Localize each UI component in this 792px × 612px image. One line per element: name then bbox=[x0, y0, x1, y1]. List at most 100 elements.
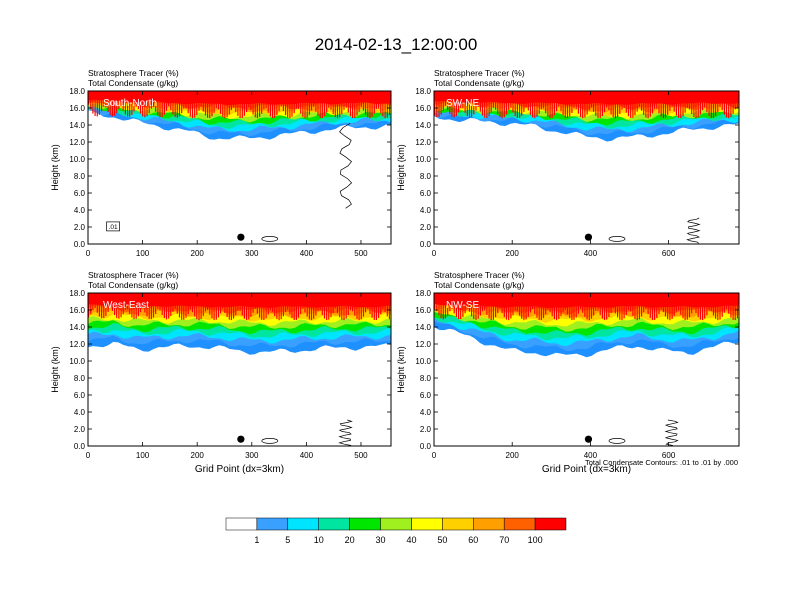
x-axis-label: Grid Point (dx=3km) bbox=[195, 464, 284, 475]
location-marker bbox=[584, 233, 593, 241]
y-tick-label: 18.0 bbox=[69, 289, 85, 298]
y-tick-label: 4.0 bbox=[74, 408, 86, 417]
y-tick-label: 4.0 bbox=[420, 206, 432, 215]
y-tick-label: 0.0 bbox=[420, 240, 432, 249]
x-tick-label: 200 bbox=[506, 249, 520, 258]
y-tick-label: 8.0 bbox=[74, 374, 86, 383]
shaded-variable-label: Stratosphere Tracer (%) bbox=[88, 68, 179, 78]
y-tick-label: 10.0 bbox=[69, 357, 85, 366]
cross-section-label: SW-NE bbox=[446, 98, 479, 109]
x-tick-label: 100 bbox=[136, 451, 150, 460]
x-tick-label: 500 bbox=[354, 451, 368, 460]
condensate-contours bbox=[608, 217, 701, 244]
location-marker bbox=[237, 435, 245, 443]
colorbar-level-label: 60 bbox=[468, 535, 478, 545]
x-tick-label: 200 bbox=[191, 249, 205, 258]
y-tick-label: 12.0 bbox=[415, 138, 431, 147]
contour-variable-label: Total Condensate (g/kg) bbox=[434, 78, 524, 88]
y-tick-label: 16.0 bbox=[69, 306, 85, 315]
cross-section-label: NW-SE bbox=[446, 300, 479, 311]
tracer-field bbox=[88, 91, 391, 140]
y-tick-label: 2.0 bbox=[74, 223, 86, 232]
y-axis-label: Height (km) bbox=[50, 346, 60, 393]
condensate-contour-line bbox=[339, 122, 353, 209]
condensate-contours bbox=[608, 419, 679, 446]
y-tick-label: 10.0 bbox=[415, 357, 431, 366]
y-tick-label: 0.0 bbox=[74, 240, 86, 249]
y-tick-label: 6.0 bbox=[74, 391, 86, 400]
y-tick-label: 12.0 bbox=[415, 340, 431, 349]
x-tick-label: 400 bbox=[300, 451, 314, 460]
colorbar-box bbox=[473, 517, 505, 531]
y-tick-label: 14.0 bbox=[69, 121, 85, 130]
y-tick-label: 2.0 bbox=[420, 425, 432, 434]
condensate-contour-line bbox=[338, 419, 353, 446]
y-axis-label: Height (km) bbox=[50, 144, 60, 191]
condensate-contour-line bbox=[261, 236, 279, 242]
y-tick-label: 8.0 bbox=[74, 172, 86, 181]
condensate-contour-line bbox=[261, 438, 279, 444]
y-tick-label: 18.0 bbox=[415, 289, 431, 298]
colorbar-level-label: 70 bbox=[499, 535, 509, 545]
cross-section-label: South-North bbox=[103, 98, 157, 109]
y-tick-label: 16.0 bbox=[415, 104, 431, 113]
x-tick-label: 500 bbox=[354, 249, 368, 258]
tracer-spikes bbox=[88, 293, 390, 321]
x-tick-label: 200 bbox=[191, 451, 205, 460]
y-axis-label: Height (km) bbox=[396, 346, 406, 393]
location-marker bbox=[237, 233, 245, 241]
colorbar-box bbox=[318, 517, 350, 531]
condensate-contours bbox=[261, 419, 353, 446]
colorbar-level-label: 1 bbox=[254, 535, 259, 545]
y-tick-label: 2.0 bbox=[420, 223, 432, 232]
y-tick-label: 12.0 bbox=[69, 340, 85, 349]
tracer-field bbox=[88, 293, 391, 355]
y-tick-label: 0.0 bbox=[420, 442, 432, 451]
colorbar-box bbox=[442, 517, 474, 531]
colorbar-level-label: 20 bbox=[345, 535, 355, 545]
tracer-spikes bbox=[434, 293, 738, 321]
x-tick-label: 0 bbox=[86, 249, 91, 258]
colorbar-level-label: 40 bbox=[406, 535, 416, 545]
colorbar-level-label: 5 bbox=[285, 535, 290, 545]
x-tick-label: 0 bbox=[86, 451, 91, 460]
y-tick-label: 16.0 bbox=[69, 104, 85, 113]
x-tick-label: 300 bbox=[245, 249, 259, 258]
colorbar-box bbox=[256, 517, 289, 531]
colorbar-box bbox=[287, 517, 319, 531]
tracer-spikes bbox=[434, 91, 738, 119]
colorbar: 1 5 10 20 30 40 50 60 70 100 bbox=[225, 517, 567, 545]
y-tick-label: 8.0 bbox=[420, 172, 432, 181]
y-tick-label: 2.0 bbox=[74, 425, 86, 434]
y-tick-label: 14.0 bbox=[69, 323, 85, 332]
y-tick-label: 14.0 bbox=[415, 121, 431, 130]
y-tick-label: 12.0 bbox=[69, 138, 85, 147]
colorbar-box bbox=[349, 517, 381, 531]
shaded-variable-label: Stratosphere Tracer (%) bbox=[434, 68, 525, 78]
x-tick-label: 600 bbox=[662, 249, 676, 258]
shaded-variable-label: Stratosphere Tracer (%) bbox=[88, 270, 179, 280]
y-tick-label: 8.0 bbox=[420, 374, 432, 383]
x-tick-label: 200 bbox=[506, 451, 520, 460]
panel-sw-ne: 0.0 2.0 4.0 6.0 8.0 10.0 12.0 14.0 16.0 18.0 0 200 4… bbox=[396, 68, 740, 258]
colorbar-box bbox=[411, 517, 443, 531]
colorbar-box bbox=[380, 517, 412, 531]
x-tick-label: 0 bbox=[432, 451, 437, 460]
cross-section-label: West-East bbox=[103, 300, 149, 311]
panel-south-north: 0.0 2.0 4.0 6.0 8.0 10.0 12.0 14.0 16.0 18.0 0 100 2… bbox=[50, 68, 392, 258]
colorbar-level-label: 10 bbox=[314, 535, 324, 545]
y-tick-label: 14.0 bbox=[415, 323, 431, 332]
contour-label-box: .01 bbox=[106, 221, 120, 232]
colorbar-level-label: 30 bbox=[375, 535, 385, 545]
colorbar-level-label: 100 bbox=[528, 535, 543, 545]
panels-group: 0.0 2.0 4.0 6.0 8.0 10.0 12.0 14.0 16.0 18.0 0 100 2… bbox=[50, 68, 740, 475]
condensate-contour-line bbox=[664, 419, 679, 446]
y-tick-label: 6.0 bbox=[420, 391, 432, 400]
x-tick-label: 300 bbox=[245, 451, 259, 460]
location-marker bbox=[584, 435, 593, 443]
y-axis-label: Height (km) bbox=[396, 144, 406, 191]
x-tick-label: 400 bbox=[300, 249, 314, 258]
colorbar-level-label: 50 bbox=[437, 535, 447, 545]
y-tick-label: 4.0 bbox=[74, 206, 86, 215]
